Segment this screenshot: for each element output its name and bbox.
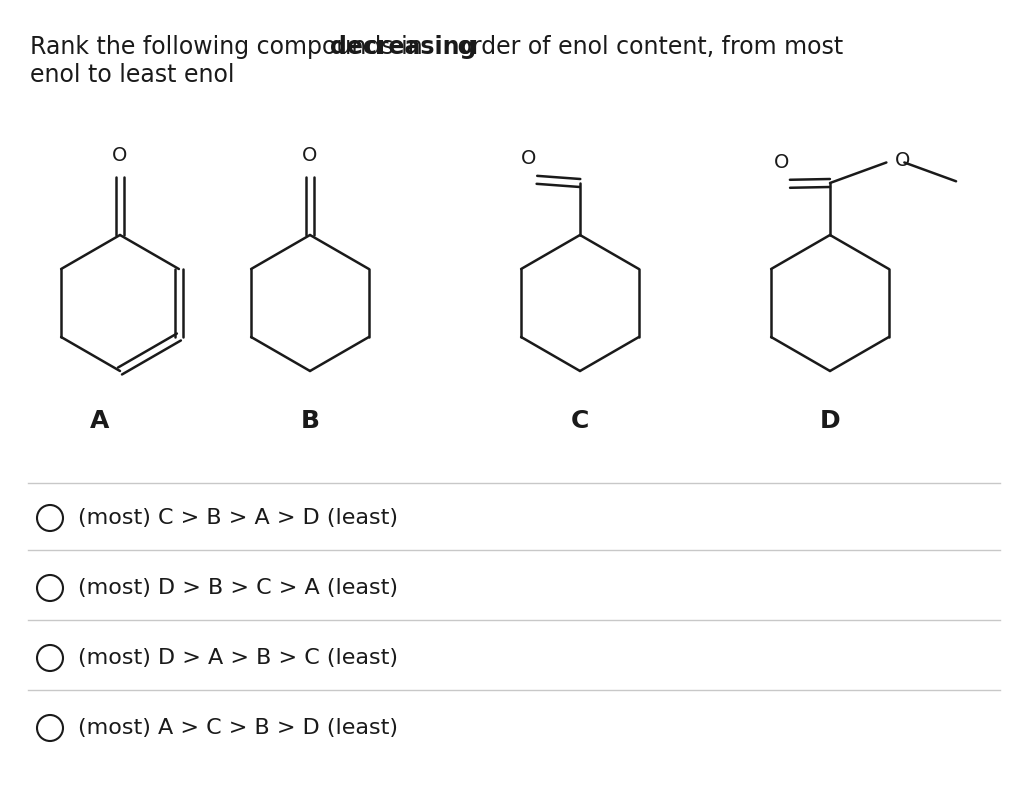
Text: O: O	[113, 146, 128, 165]
Text: O: O	[521, 149, 537, 168]
Text: order of enol content, from most: order of enol content, from most	[450, 35, 843, 59]
Text: Rank the following compounds in: Rank the following compounds in	[30, 35, 430, 59]
Text: (most) D > A > B > C (least): (most) D > A > B > C (least)	[78, 648, 398, 668]
Text: D: D	[819, 409, 841, 433]
Text: (most) A > C > B > D (least): (most) A > C > B > D (least)	[78, 718, 398, 738]
Text: decreasing: decreasing	[330, 35, 476, 59]
Text: (most) D > B > C > A (least): (most) D > B > C > A (least)	[78, 578, 398, 598]
Text: A: A	[90, 409, 110, 433]
Text: (most) C > B > A > D (least): (most) C > B > A > D (least)	[78, 508, 398, 528]
Text: B: B	[300, 409, 319, 433]
Text: O: O	[774, 153, 790, 172]
Text: O: O	[894, 151, 909, 170]
Text: O: O	[302, 146, 317, 165]
Text: enol to least enol: enol to least enol	[30, 63, 234, 87]
Text: C: C	[570, 409, 589, 433]
